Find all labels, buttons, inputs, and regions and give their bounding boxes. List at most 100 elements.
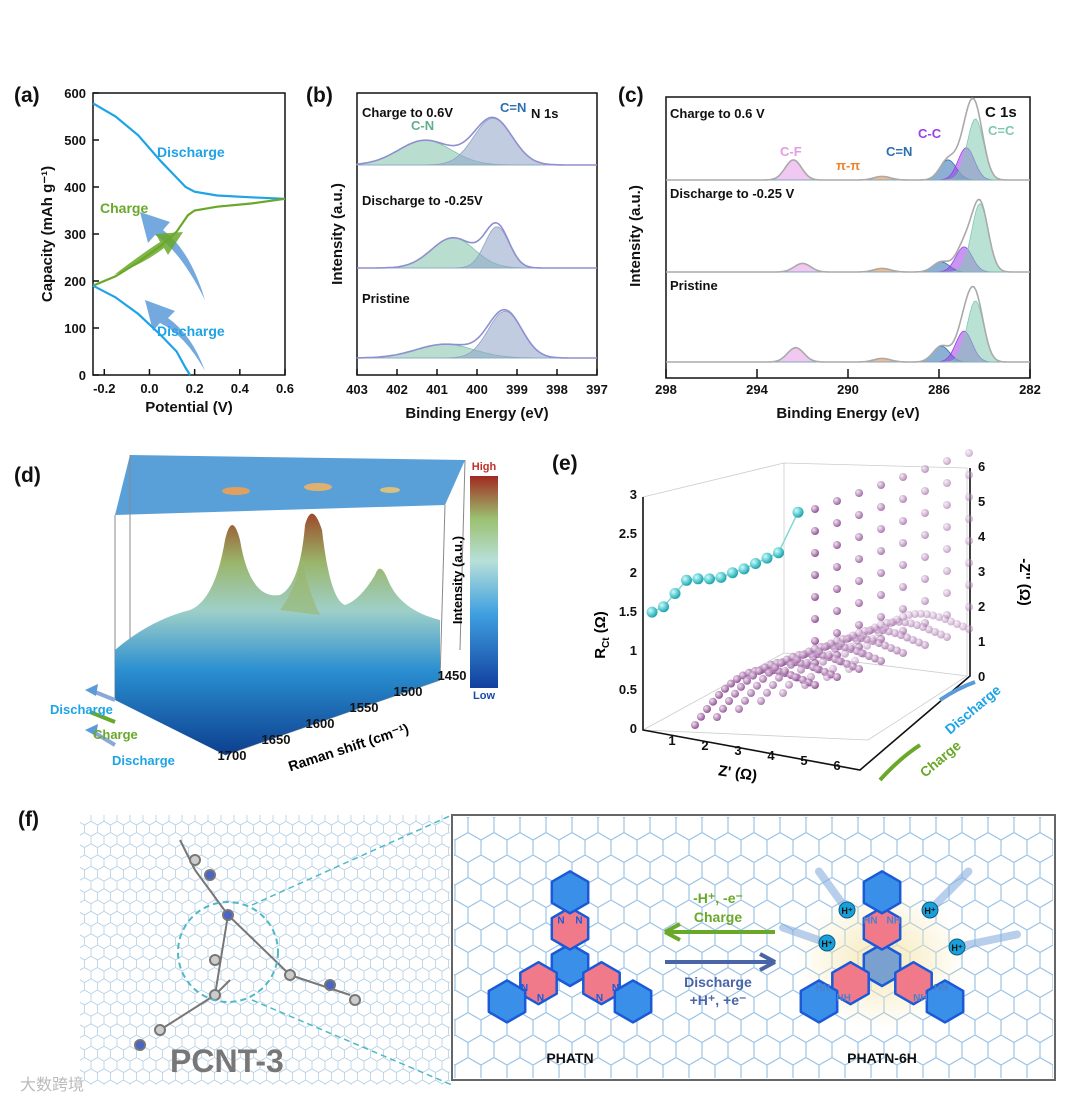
raman-surface — [115, 513, 440, 755]
proton-label: H⁺ — [951, 943, 962, 953]
envelope-curve — [666, 285, 1030, 363]
peak-label-cn: C-N — [411, 118, 434, 133]
pcnt-3-label: PCNT-3 — [170, 1043, 284, 1079]
spectrum-label: Pristine — [670, 278, 718, 293]
impedance-point — [829, 664, 837, 673]
impedance-point — [899, 539, 907, 547]
impedance-point — [747, 689, 755, 697]
impedance-point — [813, 665, 821, 673]
rct-point — [658, 601, 669, 613]
impedance-point — [943, 523, 951, 531]
y-right-tick-label: 5 — [978, 494, 985, 509]
rct-point — [669, 588, 681, 599]
impedance-point — [775, 673, 783, 682]
impedance-point — [793, 655, 801, 664]
impedance-point — [731, 689, 739, 698]
nitrogen-label: HN — [816, 983, 830, 994]
panel-label-b: (b) — [306, 84, 333, 107]
proton-label: H⁺ — [841, 906, 852, 916]
impedance-point — [715, 690, 723, 699]
impedance-point — [811, 549, 819, 557]
y-axis-title: Capacity (mAh g⁻¹) — [39, 166, 56, 302]
impedance-point — [785, 680, 793, 689]
x-tick-label: 400 — [466, 382, 488, 397]
phatn-6h-molecule: HN NH HN NH HN NH H⁺ H⁺ H⁺ H⁺ — [779, 867, 1021, 1030]
y-left-tick-label: 2.5 — [619, 526, 637, 541]
step-label: Charge — [93, 727, 138, 742]
nitrogen-label: NH — [913, 993, 927, 1004]
proton-icon — [838, 901, 856, 919]
x-tick-label: 5 — [800, 753, 807, 768]
impedance-point — [733, 675, 741, 684]
benzene-ring — [799, 979, 839, 1024]
y-right-tick-label: 0 — [978, 669, 985, 684]
impedance-point — [899, 561, 907, 569]
nitrogen-label: N — [596, 993, 603, 1004]
raman-peak — [280, 560, 320, 615]
impedance-point — [855, 489, 863, 497]
envelope-curve — [356, 116, 597, 166]
impedance-point — [921, 575, 929, 583]
impedance-point — [877, 481, 885, 489]
colorbar — [470, 476, 498, 688]
x-tick-label: 402 — [386, 382, 408, 397]
impedance-point — [855, 511, 863, 519]
step-label: Discharge — [112, 753, 175, 768]
impedance-point — [791, 673, 799, 681]
proton-icon — [818, 934, 836, 952]
proton-label: H⁺ — [821, 939, 832, 949]
x-tick-label: 1650 — [262, 732, 291, 747]
impedance-point — [965, 625, 973, 633]
spectrum-label: Discharge to -0.25V — [362, 193, 483, 208]
nitrogen-label: N — [537, 993, 544, 1004]
projection-hotspot — [222, 487, 250, 495]
impedance-point — [875, 628, 883, 637]
impedance-point — [855, 665, 863, 673]
impedance-point — [831, 644, 839, 653]
impedance-point — [781, 666, 789, 675]
impedance-point — [907, 619, 915, 628]
impedance-point — [763, 688, 771, 697]
impedance-point — [759, 674, 767, 683]
y-left-tick-label: 2 — [630, 565, 637, 580]
impedance-point — [851, 656, 859, 665]
envelope-curve — [666, 198, 1030, 273]
impedance-point — [903, 633, 911, 642]
impedance-point — [965, 515, 973, 523]
rct-point — [646, 606, 658, 618]
series-line-charge — [92, 197, 286, 287]
impedance-point — [833, 585, 841, 593]
panel-label-f: (f) — [18, 808, 39, 831]
impedance-point — [869, 634, 877, 643]
impedance-point — [905, 611, 913, 619]
impedance-point — [877, 525, 885, 533]
y-tick-label: 200 — [64, 274, 86, 289]
x-axis-title: Potential (V) — [145, 399, 233, 416]
impedance-point — [725, 697, 733, 705]
peak-label-cn: C=N — [886, 144, 912, 159]
spectrum-label: Charge to 0.6 V — [670, 106, 765, 121]
rct-point — [727, 567, 738, 579]
nitrogen-label: N — [575, 916, 582, 927]
impedance-point — [921, 509, 929, 517]
impedance-point — [703, 705, 711, 713]
impedance-point — [811, 637, 819, 645]
impedance-point — [943, 567, 951, 575]
x-tick-label: 399 — [506, 382, 528, 397]
impedance-point — [943, 479, 951, 487]
x-tick-label: 401 — [426, 382, 448, 397]
panel-label-a: (a) — [14, 84, 40, 107]
spectrum-label: Discharge to -0.25 V — [670, 186, 795, 201]
impedance-point — [833, 563, 841, 571]
x-tick-label: 0.0 — [140, 381, 158, 396]
core-ring — [862, 942, 902, 988]
y-left-tick-label: 0 — [630, 721, 637, 736]
impedance-point — [915, 638, 923, 647]
charge-reaction: -H⁺, -e⁻ — [693, 890, 743, 906]
impedance-point — [943, 501, 951, 509]
y-tick-label: 300 — [64, 227, 86, 242]
impedance-point — [771, 663, 779, 672]
phatn-label: PHATN — [546, 1050, 593, 1066]
x-tick-label: 1700 — [218, 748, 247, 763]
impedance-point — [899, 473, 907, 481]
